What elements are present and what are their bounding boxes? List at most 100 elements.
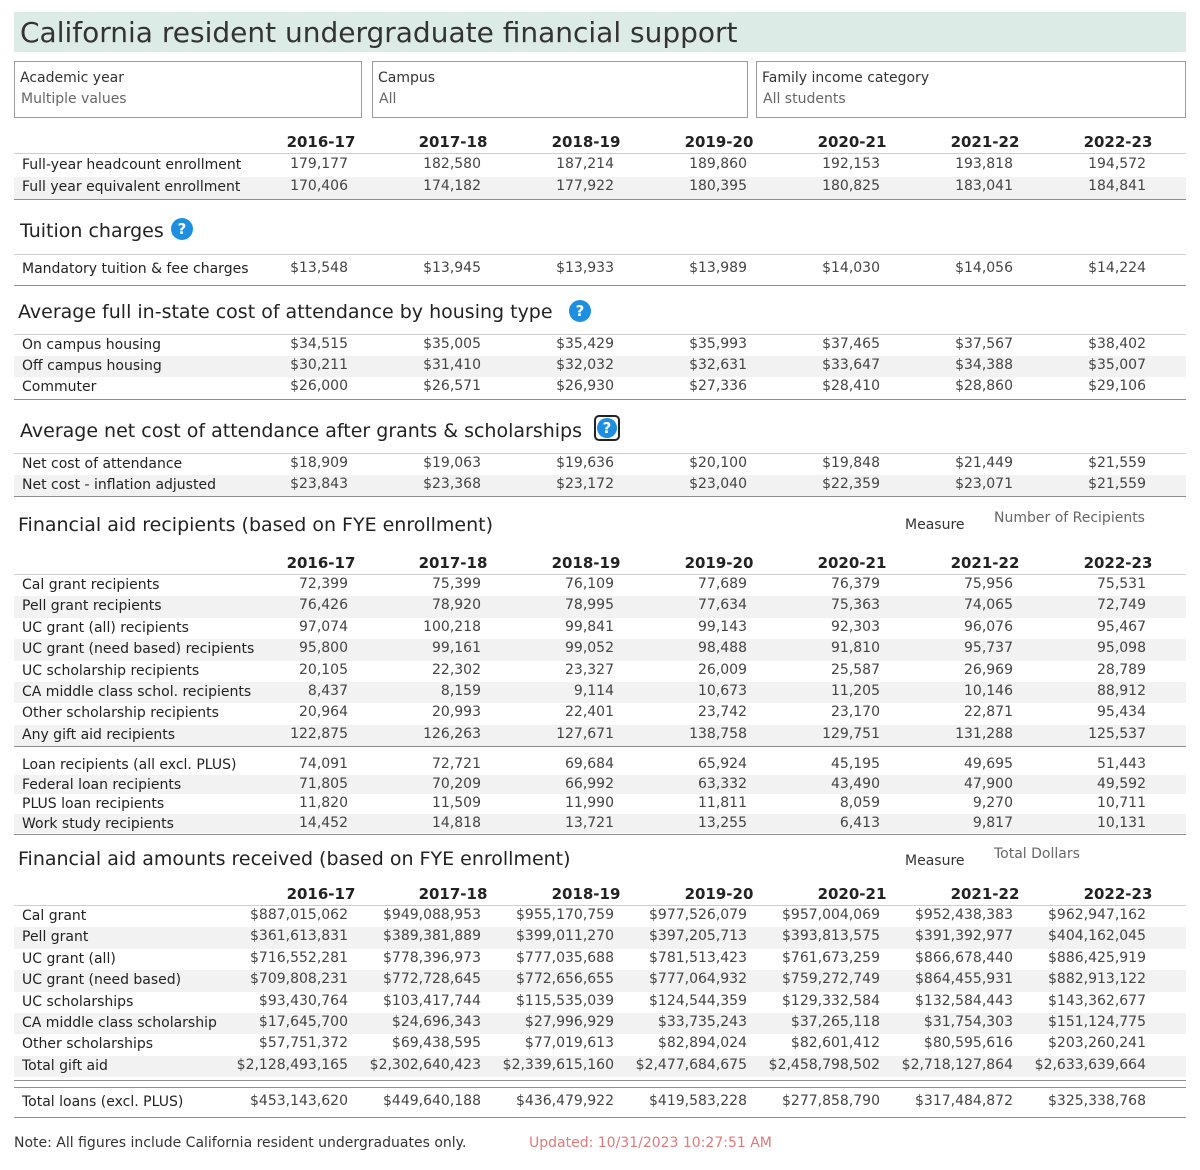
table-cell: $778,396,973 bbox=[383, 949, 481, 966]
year-header: 2019-20 bbox=[684, 885, 754, 903]
table-cell: 43,490 bbox=[831, 775, 880, 792]
divider bbox=[14, 834, 1186, 835]
row-label: Full year equivalent enrollment bbox=[22, 179, 241, 195]
table-cell: 92,303 bbox=[831, 618, 880, 635]
table-cell: $962,947,162 bbox=[1048, 907, 1146, 923]
table-cell: 95,737 bbox=[964, 640, 1013, 657]
table-cell: 20,105 bbox=[299, 661, 348, 678]
table-cell: $38,402 bbox=[1088, 336, 1146, 352]
table-cell: $977,526,079 bbox=[649, 907, 747, 923]
table-cell: 13,721 bbox=[565, 814, 614, 831]
table-cell: 177,922 bbox=[556, 178, 614, 194]
divider bbox=[14, 905, 1186, 906]
row-label: Cal grant recipients bbox=[22, 577, 160, 593]
table-cell: 183,041 bbox=[955, 178, 1013, 194]
table-cell: 11,820 bbox=[299, 795, 348, 811]
table-cell: 10,673 bbox=[698, 683, 747, 699]
table-cell: $21,559 bbox=[1088, 455, 1146, 471]
table-cell: $397,205,713 bbox=[649, 928, 747, 945]
table-cell: $124,544,359 bbox=[649, 992, 747, 1009]
table-cell: $864,455,931 bbox=[915, 971, 1013, 988]
table-cell: $955,170,759 bbox=[516, 907, 614, 923]
measure-value[interactable]: Total Dollars bbox=[994, 846, 1080, 862]
table-cell: $13,548 bbox=[290, 260, 348, 276]
table-cell: 180,825 bbox=[822, 178, 880, 194]
table-cell: $13,989 bbox=[689, 260, 747, 276]
table-cell: $453,143,620 bbox=[250, 1093, 348, 1109]
table-cell: 74,065 bbox=[964, 597, 1013, 614]
table-cell: $37,567 bbox=[955, 336, 1013, 352]
row-label: PLUS loan recipients bbox=[22, 796, 165, 812]
row-label: UC scholarship recipients bbox=[22, 662, 200, 679]
table-cell: $82,601,412 bbox=[790, 1035, 880, 1052]
table-row: Full year equivalent enrollment 170,406 17… bbox=[14, 177, 1186, 199]
table-cell: $2,458,798,502 bbox=[768, 1056, 880, 1073]
year-header: 2020-21 bbox=[817, 554, 887, 572]
table-cell: $436,479,922 bbox=[516, 1093, 614, 1109]
row-label: Net cost - inflation adjusted bbox=[22, 477, 216, 493]
table-cell: $103,417,744 bbox=[383, 992, 481, 1009]
table-cell: $949,088,953 bbox=[383, 907, 481, 923]
table-cell: 49,592 bbox=[1097, 775, 1146, 792]
measure-value[interactable]: Number of Recipients bbox=[994, 510, 1145, 526]
table-row: Net cost - inflation adjusted $23,843 $23,… bbox=[14, 475, 1186, 496]
measure-label: Measure bbox=[905, 517, 965, 533]
table-cell: 98,488 bbox=[698, 640, 747, 657]
table-cell: $866,678,440 bbox=[915, 949, 1013, 966]
table-cell: 69,684 bbox=[565, 756, 614, 772]
table-cell: 8,059 bbox=[839, 795, 880, 811]
table-cell: 77,634 bbox=[698, 597, 747, 614]
row-label: On campus housing bbox=[22, 337, 162, 353]
table-cell: $33,647 bbox=[822, 357, 880, 373]
table-row: Full-year headcount enrollment 179,177 182… bbox=[14, 155, 1186, 177]
filter-value: All students bbox=[763, 91, 846, 107]
table-cell: $32,032 bbox=[556, 357, 614, 373]
row-label: Total loans (excl. PLUS) bbox=[22, 1094, 184, 1110]
table-cell: $23,040 bbox=[689, 476, 747, 492]
table-row: Pell grant $361,613,831 $389,381,889 $399,0… bbox=[14, 927, 1186, 949]
table-cell: $26,000 bbox=[290, 378, 348, 394]
year-header: 2016-17 bbox=[286, 554, 356, 572]
table-cell: $34,388 bbox=[955, 357, 1013, 373]
help-icon[interactable]: ? bbox=[594, 415, 620, 441]
filter-academic-year[interactable]: Academic year Multiple values bbox=[14, 61, 362, 118]
row-label: UC grant (all) bbox=[22, 950, 116, 967]
table-cell: 76,426 bbox=[299, 597, 348, 614]
table-cell: $325,338,768 bbox=[1048, 1093, 1146, 1109]
table-row: Other scholarship recipients 20,964 20,993… bbox=[14, 703, 1186, 724]
table-row: UC grant (need based) recipients 95,800 99… bbox=[14, 639, 1186, 661]
table-cell: 97,074 bbox=[299, 618, 348, 635]
year-header: 2021-22 bbox=[950, 133, 1020, 151]
table-cell: 75,363 bbox=[831, 597, 880, 614]
table-row: Cal grant $887,015,062 $949,088,953 $955,17… bbox=[14, 906, 1186, 927]
table-cell: 23,327 bbox=[565, 661, 614, 678]
table-cell: $57,751,372 bbox=[258, 1035, 348, 1052]
table-cell: $419,583,228 bbox=[649, 1093, 747, 1109]
table-row: Commuter $26,000 $26,571 $26,930 $27,336 $28,… bbox=[14, 377, 1186, 398]
table-cell: $80,595,616 bbox=[923, 1035, 1013, 1052]
divider bbox=[14, 399, 1186, 400]
section-title: Financial aid recipients (based on FYE e… bbox=[18, 514, 494, 536]
table-cell: $404,162,045 bbox=[1048, 928, 1146, 945]
year-header: 2017-18 bbox=[418, 554, 488, 572]
measure-label: Measure bbox=[905, 853, 965, 869]
table-cell: 9,114 bbox=[573, 683, 614, 699]
help-icon[interactable]: ? bbox=[171, 218, 193, 240]
help-icon[interactable]: ? bbox=[569, 300, 591, 322]
year-header: 2022-23 bbox=[1083, 554, 1153, 572]
table-cell: 99,161 bbox=[432, 640, 481, 657]
divider bbox=[14, 334, 1186, 335]
table-cell: $14,056 bbox=[955, 260, 1013, 276]
table-cell: $27,996,929 bbox=[524, 1014, 614, 1030]
table-cell: 47,900 bbox=[964, 775, 1013, 792]
table-row: PLUS loan recipients 11,820 11,509 11,990 11… bbox=[14, 794, 1186, 814]
table-cell: 49,695 bbox=[964, 756, 1013, 772]
table-cell: $19,636 bbox=[556, 455, 614, 471]
table-cell: 13,255 bbox=[698, 814, 747, 831]
table-cell: 63,332 bbox=[698, 775, 747, 792]
row-label: UC grant (need based) recipients bbox=[22, 641, 255, 658]
filter-campus[interactable]: Campus All bbox=[372, 61, 748, 118]
table-cell: $952,438,383 bbox=[915, 907, 1013, 923]
filter-family-income[interactable]: Family income category All students bbox=[756, 61, 1186, 118]
page-title: California resident undergraduate financ… bbox=[20, 16, 738, 49]
